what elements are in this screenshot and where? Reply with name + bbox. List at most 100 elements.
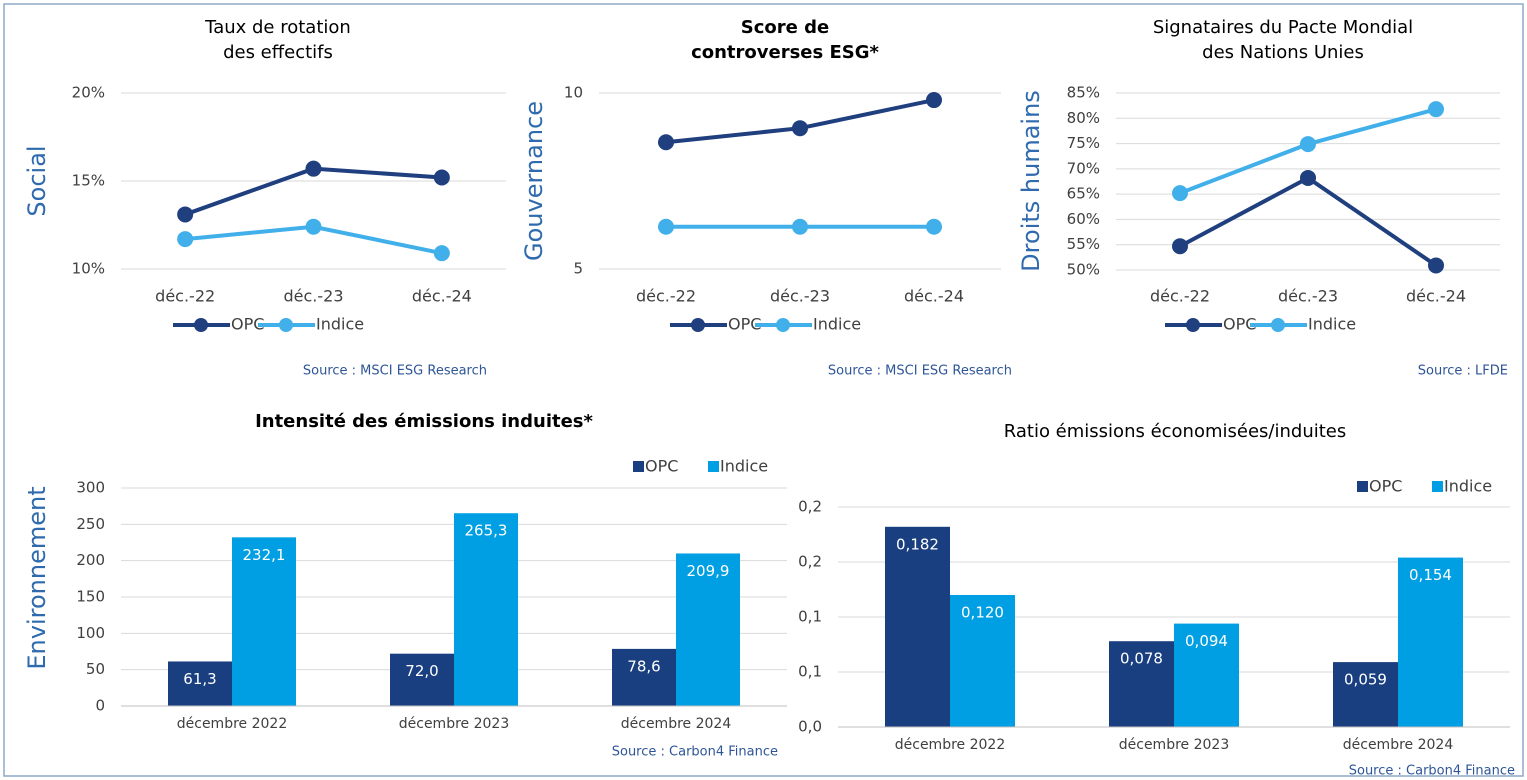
data-point: [305, 218, 322, 235]
data-label: 0,182: [896, 535, 939, 553]
y-tick-label: 100: [76, 624, 105, 642]
x-tick-label: déc.-24: [1406, 287, 1466, 306]
y-tick-label: 250: [76, 515, 105, 533]
data-label: 61,3: [183, 670, 216, 688]
legend-marker: [279, 318, 293, 332]
data-label: 232,1: [243, 546, 286, 564]
y-tick-label: 150: [76, 588, 105, 606]
legend-marker: [1186, 318, 1200, 332]
bar: [1109, 641, 1174, 727]
data-label: 78,6: [627, 657, 660, 675]
data-point: [792, 218, 808, 235]
data-point: [1428, 101, 1444, 118]
legend-swatch: [1357, 481, 1368, 492]
frame: [3, 3, 1524, 777]
y-tick-label: 200: [76, 551, 105, 569]
y-tick-label: 15%: [72, 172, 105, 190]
source-note: Source : MSCI ESG Research: [828, 364, 1012, 379]
data-label: 0,078: [1120, 650, 1163, 668]
data-point: [1428, 257, 1444, 274]
y-tick-label: 70%: [1067, 159, 1100, 177]
y-tick-label: 0,2: [798, 553, 822, 571]
y-tick-label: 5: [573, 260, 583, 278]
bar: [390, 653, 454, 706]
bar: [232, 537, 296, 706]
data-point: [1300, 169, 1316, 186]
data-point: [177, 206, 194, 223]
chart-title: Ratio émissions économisées/induites: [1004, 421, 1346, 442]
legend-swatch: [708, 461, 719, 472]
data-point: [433, 245, 450, 262]
data-point: [1172, 238, 1188, 255]
legend-marker: [1271, 318, 1285, 332]
y-tick-label: 80%: [1067, 109, 1100, 127]
bar: [168, 661, 232, 706]
chart-title: controverses ESG*: [691, 42, 879, 63]
legend-label: Indice: [1308, 315, 1356, 334]
source-note: Source : MSCI ESG Research: [303, 364, 487, 379]
bar: [676, 553, 740, 706]
x-tick-label: déc.-23: [283, 287, 343, 306]
chart-title: des Nations Unies: [1202, 42, 1364, 63]
data-point: [658, 218, 674, 235]
data-label: 72,0: [405, 662, 438, 680]
legend-swatch: [633, 461, 644, 472]
bar: [454, 513, 518, 706]
legend-marker: [194, 318, 208, 332]
y-axis-label: Droits humains: [1017, 90, 1045, 272]
legend-label: OPC: [645, 457, 678, 476]
y-tick-label: 60%: [1067, 210, 1100, 228]
bar: [1333, 662, 1398, 727]
legend-marker: [776, 318, 790, 332]
x-tick-label: déc.-22: [1150, 287, 1210, 306]
bar: [1398, 557, 1463, 727]
data-point: [1172, 185, 1188, 202]
x-tick-label: décembre 2022: [895, 737, 1005, 753]
chart-title: Taux de rotation: [204, 17, 351, 38]
bar: [885, 526, 950, 727]
source-note: Source : LFDE: [1418, 364, 1508, 379]
x-tick-label: décembre 2024: [621, 716, 732, 732]
data-point: [433, 169, 450, 186]
x-tick-label: déc.-23: [770, 287, 830, 306]
legend-label: OPC: [1369, 477, 1402, 496]
x-tick-label: déc.-24: [904, 287, 964, 306]
data-label: 0,154: [1409, 566, 1452, 584]
y-axis-label: Environnement: [23, 486, 51, 669]
legend-label: Indice: [813, 315, 861, 334]
x-tick-label: déc.-22: [636, 287, 696, 306]
y-tick-label: 10: [564, 84, 583, 102]
y-tick-label: 50: [86, 660, 105, 678]
data-point: [1300, 136, 1316, 153]
y-tick-label: 85%: [1067, 84, 1100, 102]
y-tick-label: 10%: [72, 260, 105, 278]
series-line: [1179, 175, 1438, 268]
data-point: [658, 134, 674, 151]
legend-label: Indice: [316, 315, 364, 334]
data-point: [792, 120, 808, 137]
x-tick-label: décembre 2023: [399, 716, 509, 732]
y-tick-label: 0,2: [798, 498, 822, 516]
y-axis-label: Gouvernance: [520, 101, 548, 261]
y-tick-label: 55%: [1067, 235, 1100, 253]
y-tick-label: 20%: [72, 84, 105, 102]
y-tick-label: 65%: [1067, 185, 1100, 203]
y-tick-label: 50%: [1067, 261, 1100, 279]
chart-title: Signataires du Pacte Mondial: [1153, 17, 1413, 38]
data-label: 0,094: [1185, 632, 1228, 650]
x-tick-label: déc.-24: [412, 287, 472, 306]
data-point: [926, 218, 942, 235]
y-tick-label: 0,1: [798, 608, 822, 626]
y-tick-label: 0,1: [798, 663, 822, 681]
bar: [612, 648, 676, 706]
y-tick-label: 300: [76, 479, 105, 497]
x-tick-label: déc.-22: [155, 287, 215, 306]
x-tick-label: décembre 2024: [1343, 737, 1454, 753]
legend-marker: [691, 318, 705, 332]
data-label: 0,120: [961, 604, 1004, 622]
x-tick-label: déc.-23: [1278, 287, 1338, 306]
data-point: [926, 92, 942, 109]
legend-label: OPC: [1223, 315, 1256, 334]
chart-title: Intensité des émissions induites*: [255, 411, 593, 432]
